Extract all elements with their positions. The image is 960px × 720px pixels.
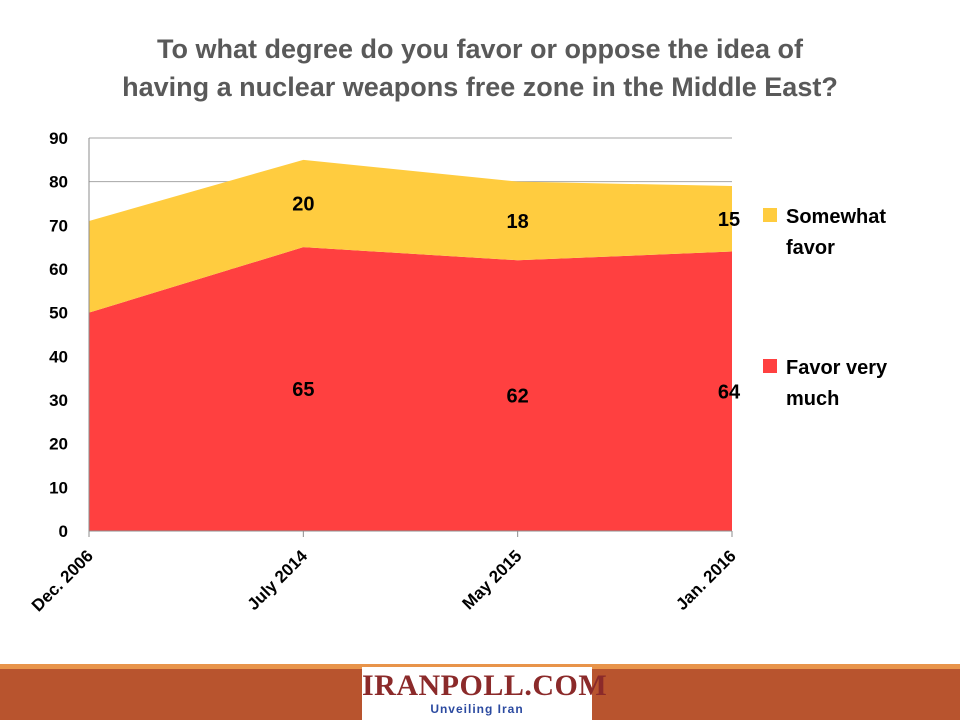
- area-favor-very-much: [89, 247, 732, 531]
- y-tick-label-60: 60: [49, 260, 68, 279]
- y-tick-label-40: 40: [49, 347, 68, 366]
- data-label-somewhat-favor-1: 20: [292, 194, 314, 216]
- legend-label-1-line-0: Favor very: [786, 357, 888, 379]
- data-label-favor-very-much-3: 64: [718, 381, 741, 403]
- y-tick-label-0: 0: [59, 522, 68, 541]
- footer-accent-line: [0, 664, 960, 669]
- x-tick-label-0: Dec. 2006: [28, 546, 97, 615]
- data-label-somewhat-favor-3: 15: [718, 209, 740, 231]
- legend-label-0-line-0: Somewhat: [786, 206, 886, 228]
- y-tick-label-20: 20: [49, 435, 68, 454]
- legend-swatch-1: [763, 359, 777, 373]
- data-label-somewhat-favor-2: 18: [507, 211, 529, 233]
- area-somewhat-favor: [89, 159, 732, 313]
- data-label-favor-very-much-1: 65: [292, 379, 314, 401]
- logo-tagline: Unveiling Iran: [430, 702, 524, 716]
- chart-title-line-2: having a nuclear weapons free zone in th…: [122, 72, 838, 102]
- y-tick-label-90: 90: [49, 129, 68, 148]
- y-tick-label-10: 10: [49, 478, 68, 497]
- y-tick-label-50: 50: [49, 304, 68, 323]
- logo-name: IRANPOLL.COM: [362, 669, 608, 702]
- chart-title-line-1: To what degree do you favor or oppose th…: [156, 34, 804, 64]
- area-chart: 0 10 20 30 40 50 60 70 80 90 Dec. 2006 July 2014 May…: [28, 129, 888, 615]
- x-tick-label-3: Jan. 2016: [672, 546, 740, 614]
- legend-label-0-line-1: favor: [786, 237, 835, 259]
- legend-swatch-0: [763, 208, 777, 222]
- chart-title: To what degree do you favor or oppose th…: [0, 30, 960, 106]
- x-tick-label-1: July 2014: [244, 546, 312, 614]
- legend-label-1-line-1: much: [786, 388, 839, 410]
- y-tick-label-70: 70: [49, 216, 68, 235]
- y-tick-label-30: 30: [49, 391, 68, 410]
- data-label-favor-very-much-2: 62: [507, 386, 529, 408]
- y-tick-label-80: 80: [49, 173, 68, 192]
- x-tick-label-2: May 2015: [459, 546, 526, 613]
- iranpoll-logo: IRANPOLL.COM Unveiling Iran: [362, 667, 608, 720]
